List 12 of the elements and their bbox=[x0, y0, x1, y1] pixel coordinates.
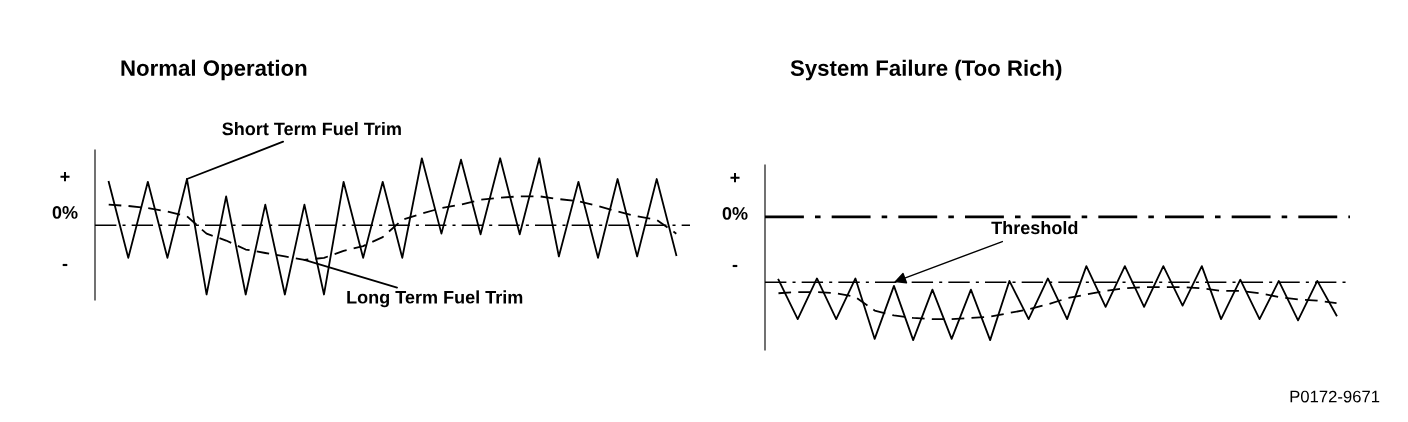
chart-title: System Failure (Too Rich) bbox=[790, 59, 1062, 81]
text: - bbox=[732, 264, 738, 268]
text: 0% bbox=[52, 206, 78, 219]
chart-title: Normal Operation bbox=[121, 59, 307, 81]
text: 0% bbox=[722, 207, 748, 220]
text: + bbox=[730, 173, 740, 183]
text: P0172-9671 bbox=[1290, 390, 1380, 403]
text: + bbox=[60, 172, 70, 182]
text: Long Term Fuel Trim bbox=[347, 290, 523, 308]
text: - bbox=[62, 263, 68, 267]
ref-line-label: Threshold bbox=[991, 220, 1078, 235]
series-label: Short Term Fuel Trim bbox=[222, 122, 401, 136]
